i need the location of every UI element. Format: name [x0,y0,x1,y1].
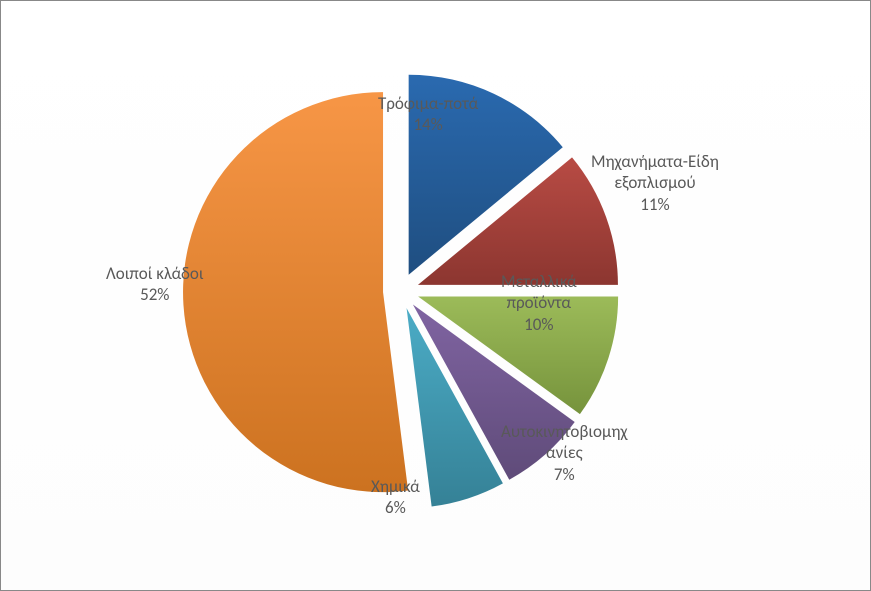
slice-label-chem: Χημικά 6% [371,476,420,519]
slice-label-machinery: Μηχανήματα-Είδη εξοπλισμού 11% [591,151,719,215]
slice-label-food: Τρόφιμα-ποτά 14% [378,93,478,136]
slice-label-other: Λοιποί κλάδοι 52% [106,263,204,306]
pie-slice-other [183,92,408,492]
slice-label-metal: Μεταλλικά προϊόντα 10% [501,271,577,335]
slice-label-auto: Αυτοκινητοβιομηχ ανίες 7% [501,421,628,485]
chart-frame: Τρόφιμα-ποτά 14% Μηχανήματα-Είδη εξοπλισμ… [0,0,871,591]
